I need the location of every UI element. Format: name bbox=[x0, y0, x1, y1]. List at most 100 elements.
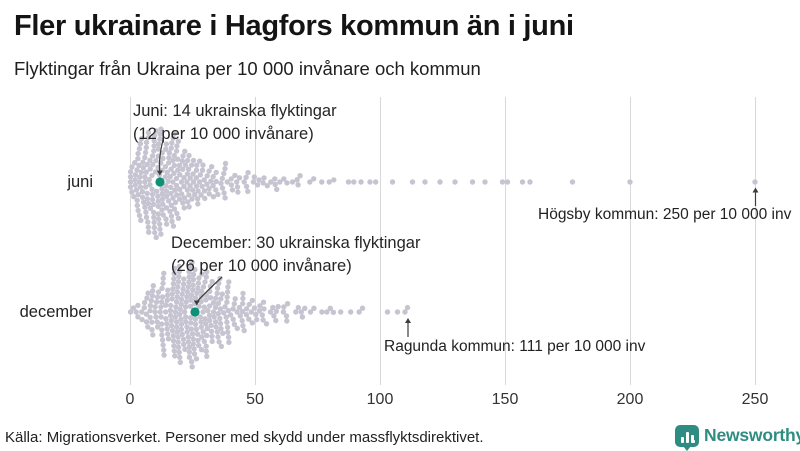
municipality-dot bbox=[213, 169, 219, 176]
municipality-dot bbox=[373, 179, 379, 185]
municipality-dot bbox=[144, 196, 150, 202]
municipality-dot bbox=[145, 200, 152, 207]
municipality-dot bbox=[172, 199, 179, 206]
municipality-dot bbox=[159, 207, 165, 213]
municipality-dot bbox=[142, 174, 148, 180]
municipality-dot bbox=[752, 179, 758, 185]
municipality-dot bbox=[272, 176, 278, 182]
municipality-dot bbox=[225, 334, 232, 340]
municipality-dot bbox=[194, 162, 200, 168]
municipality-dot bbox=[134, 202, 140, 209]
municipality-dot bbox=[159, 285, 165, 292]
municipality-dot bbox=[213, 178, 219, 185]
municipality-dot bbox=[232, 296, 238, 302]
municipality-dot bbox=[177, 354, 183, 361]
municipality-dot bbox=[222, 304, 228, 310]
row-label-december: december bbox=[19, 303, 93, 321]
municipality-dot bbox=[569, 179, 576, 185]
municipality-dot bbox=[251, 174, 257, 180]
municipality-dot bbox=[133, 309, 139, 315]
municipality-dot bbox=[409, 179, 416, 185]
municipality-dot bbox=[165, 178, 171, 184]
municipality-dot bbox=[261, 306, 267, 312]
municipality-dot bbox=[149, 153, 156, 159]
municipality-dot bbox=[190, 336, 196, 342]
municipality-dot bbox=[208, 322, 214, 329]
municipality-dot bbox=[150, 161, 156, 168]
municipality-dot bbox=[281, 176, 287, 182]
municipality-dot bbox=[256, 308, 262, 314]
municipality-dot bbox=[171, 343, 177, 349]
municipality-dot bbox=[627, 179, 633, 185]
municipality-dot bbox=[134, 197, 140, 204]
municipality-dot bbox=[185, 166, 192, 172]
municipality-dot bbox=[162, 164, 169, 170]
municipality-dot bbox=[199, 167, 206, 173]
municipality-dot bbox=[135, 314, 141, 320]
highlight-dot-hagfors-juni bbox=[155, 177, 165, 187]
municipality-dot bbox=[219, 175, 225, 182]
municipality-dot bbox=[147, 157, 153, 163]
municipality-dot bbox=[208, 328, 215, 334]
municipality-dot bbox=[367, 179, 373, 185]
arrowhead-icon bbox=[405, 318, 411, 323]
municipality-dot bbox=[172, 353, 178, 359]
municipality-dot bbox=[186, 152, 192, 159]
municipality-dot bbox=[165, 336, 172, 342]
municipality-dot bbox=[356, 309, 362, 315]
municipality-dot bbox=[222, 165, 228, 172]
municipality-dot bbox=[171, 170, 177, 176]
municipality-dot bbox=[168, 213, 175, 219]
logo-exclamation-icon bbox=[692, 439, 695, 443]
municipality-dot bbox=[188, 326, 194, 332]
municipality-dot bbox=[217, 306, 224, 312]
municipality-dot bbox=[151, 133, 158, 139]
municipality-dot bbox=[225, 329, 231, 335]
municipality-dot bbox=[244, 306, 250, 312]
municipality-dot bbox=[193, 167, 200, 173]
municipality-dot bbox=[246, 301, 252, 308]
municipality-dot bbox=[151, 214, 157, 220]
municipality-dot bbox=[302, 305, 308, 311]
municipality-dot bbox=[197, 314, 203, 320]
municipality-dot bbox=[254, 182, 261, 188]
municipality-dot bbox=[145, 219, 151, 225]
municipality-dot bbox=[175, 339, 181, 345]
municipality-dot bbox=[155, 289, 162, 295]
municipality-dot bbox=[170, 223, 177, 229]
municipality-dot bbox=[158, 314, 164, 320]
municipality-dot bbox=[359, 305, 366, 311]
municipality-dot bbox=[151, 138, 157, 144]
annotation-december-line1: December: 30 ukrainska flyktingar bbox=[171, 234, 421, 252]
municipality-dot bbox=[283, 313, 290, 319]
municipality-dot bbox=[173, 319, 180, 325]
municipality-dot bbox=[214, 285, 221, 291]
municipality-dot bbox=[192, 321, 199, 327]
municipality-dot bbox=[152, 229, 158, 236]
municipality-dot bbox=[499, 179, 506, 185]
municipality-dot bbox=[402, 309, 408, 315]
municipality-dot bbox=[384, 309, 391, 315]
municipality-dot bbox=[284, 318, 290, 324]
municipality-dot bbox=[149, 191, 156, 198]
municipality-dot bbox=[135, 150, 141, 157]
municipality-dot bbox=[221, 310, 227, 316]
municipality-dot bbox=[185, 334, 191, 340]
municipality-dot bbox=[170, 157, 176, 164]
municipality-dot bbox=[190, 187, 196, 193]
municipality-dot bbox=[422, 179, 428, 185]
municipality-dot bbox=[299, 314, 306, 320]
municipality-dot bbox=[345, 179, 352, 185]
municipality-dot bbox=[284, 180, 290, 186]
municipality-dot bbox=[174, 210, 180, 217]
municipality-dot bbox=[195, 280, 202, 286]
municipality-dot bbox=[147, 205, 154, 211]
municipality-dot bbox=[134, 167, 140, 173]
municipality-dot bbox=[160, 342, 166, 348]
municipality-dot bbox=[176, 263, 182, 270]
municipality-dot bbox=[160, 280, 166, 287]
municipality-dot bbox=[176, 268, 182, 275]
municipality-dot bbox=[200, 162, 206, 168]
x-tick-label: 150 bbox=[491, 391, 519, 408]
municipality-dot bbox=[351, 179, 357, 185]
